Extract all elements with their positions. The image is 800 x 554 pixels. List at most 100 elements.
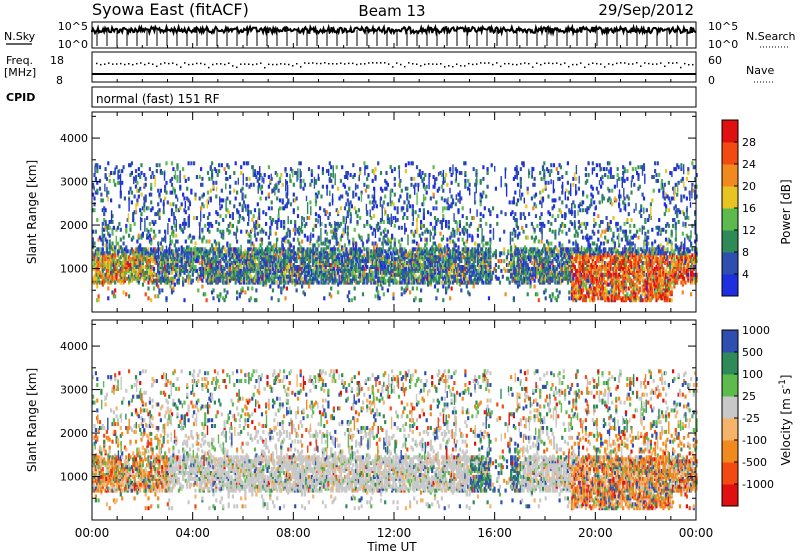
range-gate-cell — [134, 184, 138, 189]
range-gate-cell — [518, 266, 521, 271]
range-gate-cell — [486, 167, 489, 172]
range-gate-cell — [492, 270, 495, 275]
range-gate-cell — [370, 225, 373, 230]
range-gate-cell — [150, 298, 153, 303]
range-gate-cell — [179, 184, 182, 189]
range-gate-cell — [245, 261, 248, 265]
range-gate-cell — [348, 268, 351, 273]
range-gate-cell — [489, 265, 492, 269]
range-gate-cell — [391, 268, 394, 273]
range-gate-cell — [352, 274, 355, 279]
range-gate-cell — [231, 253, 234, 258]
range-gate-cell — [143, 173, 146, 177]
range-gate-cell — [346, 278, 349, 283]
range-gate-cell — [342, 263, 345, 267]
range-gate-cell — [500, 268, 503, 273]
range-gate-cell — [532, 247, 535, 252]
range-gate-cell — [413, 276, 416, 281]
range-gate-cell — [400, 206, 403, 211]
range-gate-cell — [212, 247, 215, 252]
range-gate-cell — [346, 214, 349, 219]
range-gate-cell — [112, 292, 115, 297]
range-gate-cell — [534, 251, 538, 256]
range-gate-cell — [270, 274, 273, 279]
range-gate-cell — [158, 255, 161, 260]
range-gate-cell — [456, 249, 459, 254]
range-gate-cell — [233, 188, 236, 193]
range-gate-cell — [209, 247, 212, 252]
range-gate-cell — [439, 220, 442, 224]
range-gate-cell — [507, 268, 510, 273]
range-gate-cell — [226, 208, 229, 213]
range-gate-cell — [396, 218, 399, 222]
range-gate-cell — [310, 169, 313, 174]
range-gate-cell — [211, 274, 214, 279]
range-gate-cell — [98, 165, 102, 170]
range-gate-cell — [317, 190, 320, 195]
range-gate-cell — [253, 208, 257, 213]
range-gate-cell — [312, 251, 315, 256]
range-gate-cell — [194, 192, 197, 197]
range-gate-cell — [457, 237, 460, 242]
range-gate-cell — [152, 229, 156, 234]
range-gate-cell — [400, 268, 403, 273]
nave-dot — [568, 65, 570, 68]
range-gate-cell — [269, 247, 272, 252]
range-gate-cell — [133, 210, 136, 215]
range-gate-cell — [515, 218, 518, 222]
range-gate-cell — [321, 241, 324, 246]
range-gate-cell — [316, 257, 319, 262]
range-gate-cell — [406, 284, 409, 289]
range-gate-cell — [486, 249, 489, 254]
range-gate-cell — [479, 218, 482, 222]
range-gate-cell — [229, 190, 232, 195]
range-gate-cell — [504, 292, 507, 297]
range-gate-cell — [307, 278, 311, 283]
range-gate-cell — [515, 165, 518, 170]
range-gate-cell — [310, 173, 313, 177]
range-gate-cell — [223, 266, 226, 271]
range-gate-cell — [298, 225, 301, 230]
range-gate-cell — [220, 247, 223, 252]
range-gate-cell — [162, 261, 165, 265]
range-gate-cell — [338, 243, 341, 248]
range-gate-cell — [236, 249, 239, 254]
range-gate-cell — [314, 178, 318, 183]
range-gate-cell — [118, 221, 121, 226]
range-gate-cell — [298, 241, 301, 246]
range-gate-cell — [231, 261, 234, 265]
range-gate-cell — [476, 263, 479, 267]
range-gate-cell — [129, 272, 132, 277]
range-gate-cell — [392, 247, 395, 252]
range-gate-cell — [397, 225, 401, 230]
range-gate-cell — [378, 225, 381, 230]
range-gate-cell — [182, 221, 185, 226]
range-gate-cell — [309, 200, 312, 205]
range-gate-cell — [266, 245, 269, 250]
nave-dot — [592, 62, 594, 64]
range-gate-cell — [265, 231, 268, 236]
range-gate-cell — [251, 286, 254, 291]
range-gate-cell — [179, 206, 182, 211]
range-gate-cell — [148, 221, 151, 226]
range-gate-cell — [373, 245, 376, 250]
range-gate-cell — [170, 239, 174, 244]
range-gate-cell — [388, 255, 391, 260]
range-gate-cell — [220, 265, 223, 269]
range-gate-cell — [348, 274, 351, 279]
range-gate-cell — [159, 276, 162, 281]
range-gate-cell — [157, 202, 160, 207]
range-gate-cell — [187, 276, 190, 281]
range-gate-cell — [179, 265, 182, 269]
range-gate-cell — [292, 263, 295, 267]
range-gate-cell — [532, 182, 535, 187]
range-gate-cell — [111, 259, 114, 264]
range-gate-cell — [429, 196, 432, 201]
range-gate-cell — [97, 257, 100, 262]
range-gate-cell — [104, 253, 107, 258]
range-gate-cell — [384, 265, 387, 269]
range-gate-cell — [379, 247, 383, 252]
range-gate-cell — [100, 263, 103, 267]
range-gate-cell — [224, 249, 228, 254]
range-gate-cell — [335, 221, 338, 226]
